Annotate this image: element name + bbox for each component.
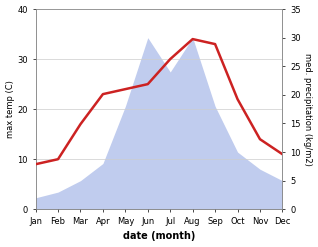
X-axis label: date (month): date (month) [123,231,195,242]
Y-axis label: med. precipitation (kg/m2): med. precipitation (kg/m2) [303,53,313,165]
Y-axis label: max temp (C): max temp (C) [5,80,15,138]
